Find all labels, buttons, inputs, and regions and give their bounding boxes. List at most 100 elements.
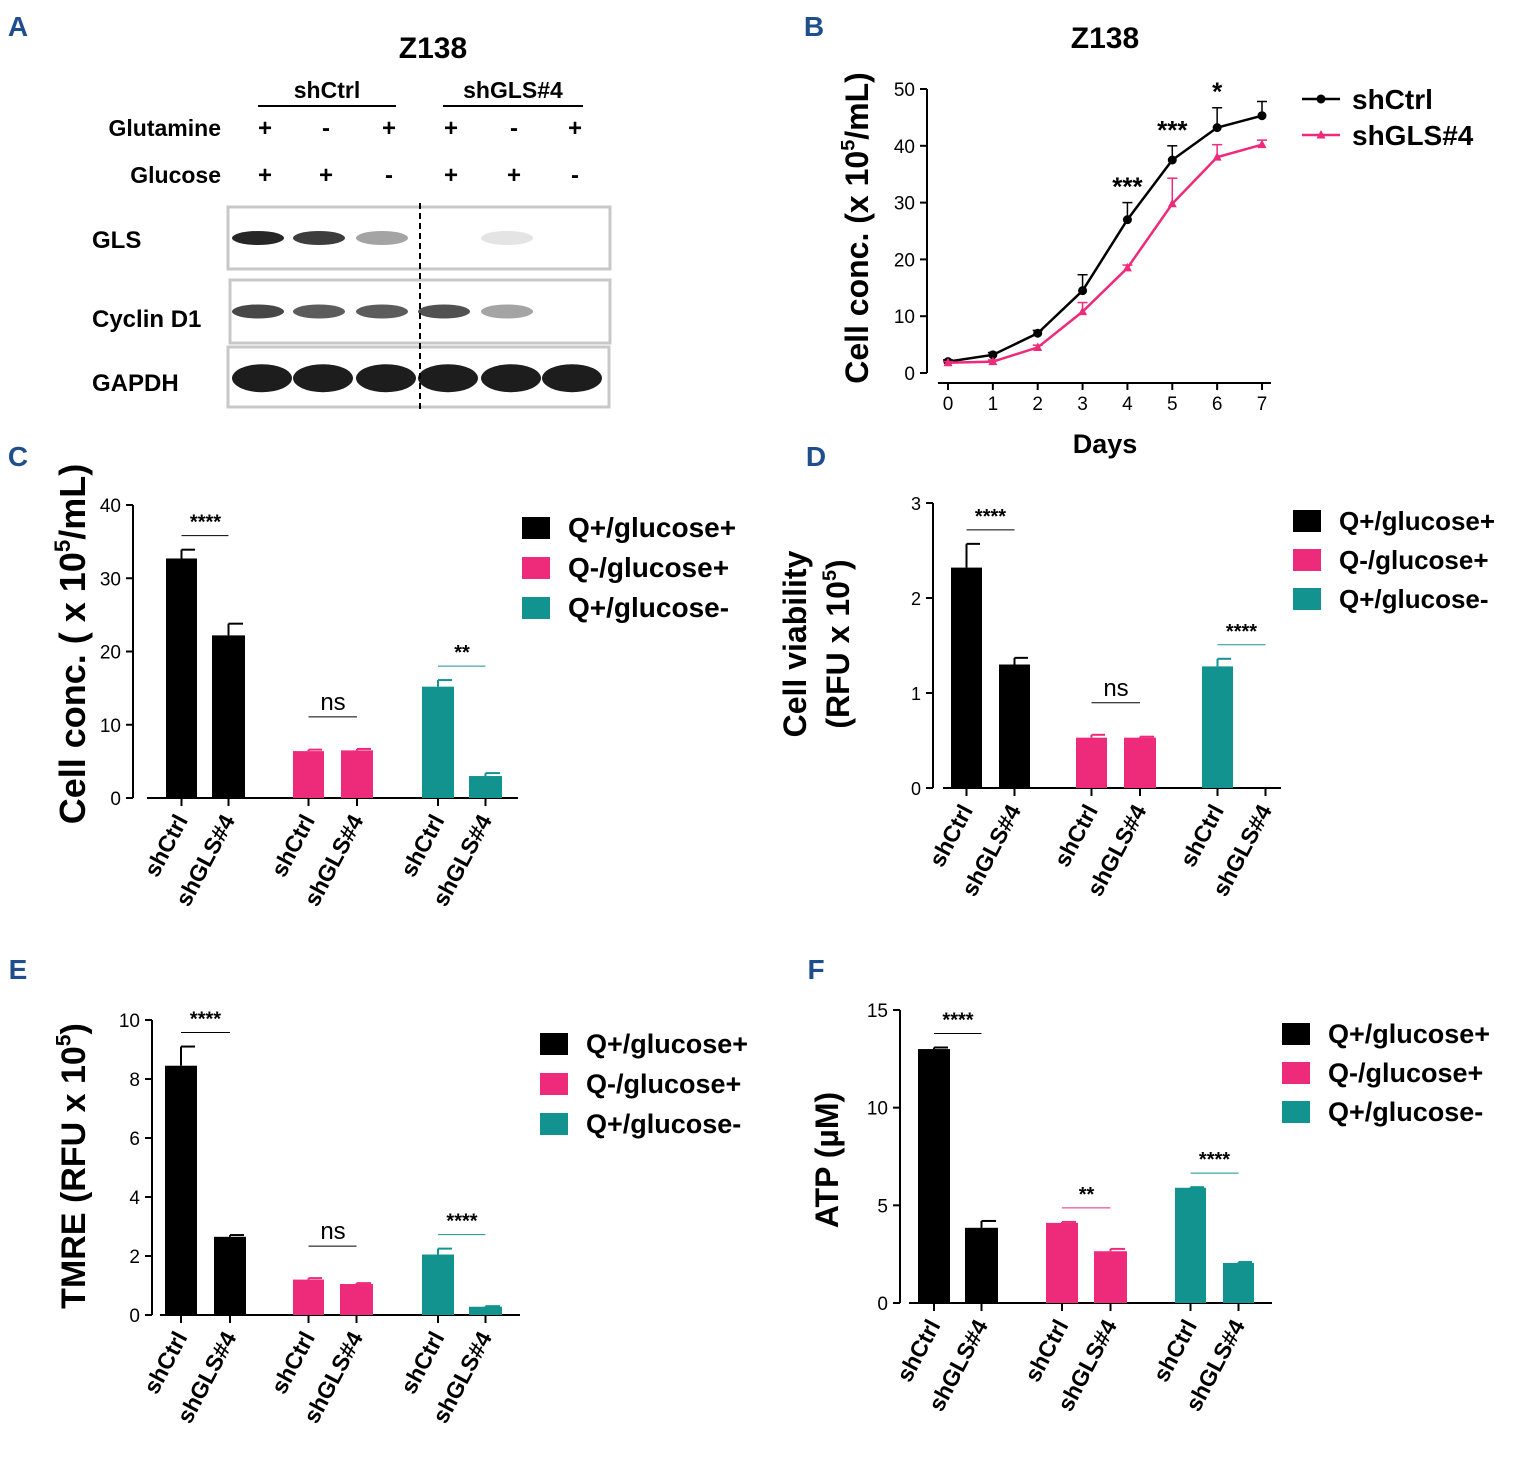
y-tick-label: 10	[894, 307, 915, 328]
condition-sign: -	[385, 162, 393, 189]
blot-band	[418, 364, 478, 393]
legend-swatch	[540, 1073, 568, 1095]
y-axis-label-line1: Cell viability	[777, 550, 813, 737]
bar	[1076, 737, 1107, 788]
x-tick-label: shCtrl	[266, 1327, 320, 1398]
bar	[212, 635, 245, 798]
bar	[340, 1284, 373, 1315]
x-tick-label: shCtrl	[1049, 800, 1103, 871]
blot-row-label: GLS	[92, 227, 141, 254]
y-tick-label: 3	[911, 494, 921, 514]
legend-swatch	[1282, 1023, 1310, 1045]
bar	[1124, 737, 1156, 788]
condition-sign: -	[510, 115, 518, 142]
legend-label: shCtrl	[1352, 84, 1433, 115]
significance-marker: ***	[1157, 115, 1188, 145]
x-tick-label: shCtrl	[138, 1327, 192, 1398]
series-line	[947, 114, 1263, 363]
significance-marker: *	[1212, 77, 1223, 107]
bar	[999, 664, 1030, 788]
blot-band	[356, 364, 416, 393]
legend-label: Q+/glucose+	[1328, 1019, 1490, 1049]
significance-label: ns	[320, 1218, 345, 1245]
bar	[951, 567, 982, 788]
legend-swatch	[1293, 588, 1321, 610]
x-tick-label: 5	[1167, 394, 1178, 415]
y-axis-label: TMRE (RFU x 105)	[53, 1023, 93, 1309]
data-point	[1078, 306, 1088, 316]
data-point	[943, 357, 953, 367]
x-tick-label: 7	[1257, 394, 1268, 415]
y-axis-label-exponent: 5	[819, 570, 841, 581]
x-tick-label: shCtrl	[1019, 1315, 1073, 1386]
y-axis-label-exponent: 5	[53, 1034, 76, 1046]
significance-label: **	[1079, 1184, 1095, 1206]
condition-label: Glutamine	[109, 115, 221, 141]
data-point	[1078, 286, 1088, 296]
y-axis-label-text: TMRE (RFU x 105)	[53, 1023, 93, 1309]
x-tick-label: shCtrl	[1148, 1315, 1202, 1386]
significance-label: ns	[1103, 675, 1128, 702]
x-tick-label: 4	[1122, 394, 1133, 415]
y-axis-label: ATP (µM)	[809, 1092, 845, 1228]
y-tick-label: 5	[877, 1196, 888, 1217]
legend-label: Q+/glucose-	[1339, 584, 1489, 614]
bar	[165, 1065, 197, 1315]
condition-sign: +	[507, 162, 521, 189]
blot-band	[232, 364, 292, 393]
bar	[1223, 1262, 1254, 1303]
blot-band	[418, 304, 470, 319]
data-point	[988, 350, 998, 360]
blot-band	[232, 231, 284, 245]
y-tick-label: 50	[894, 80, 915, 101]
blot-row-label: GAPDH	[92, 370, 179, 397]
condition-sign: +	[258, 162, 272, 189]
bar	[1046, 1222, 1078, 1303]
y-tick-label: 40	[894, 137, 915, 158]
legend-label: Q+/glucose+	[568, 512, 736, 543]
data-point	[988, 356, 998, 366]
data-point	[1167, 155, 1177, 165]
series-line	[947, 143, 1263, 365]
y-tick-label: 6	[129, 1129, 140, 1150]
data-point	[1257, 111, 1267, 121]
y-axis-label: Cell viability (RFU x 105)	[777, 550, 856, 737]
legend-marker	[1316, 130, 1326, 139]
x-tick-label: 3	[1077, 394, 1088, 415]
legend-label: Q+/glucose+	[1339, 506, 1495, 536]
legend-label: shGLS#4	[1352, 120, 1474, 151]
legend-label: Q+/glucose-	[568, 592, 729, 623]
y-axis-label-text: Cell conc. (x 105/mL)	[838, 72, 875, 384]
panel-letter: B	[804, 11, 824, 42]
y-tick-label: 15	[867, 1001, 888, 1022]
y-axis-label-tail: /mL)	[839, 72, 875, 140]
x-tick-label: 0	[943, 394, 954, 415]
y-tick-label: 20	[894, 250, 915, 271]
legend-swatch	[1293, 549, 1321, 571]
legend-label: Q+/glucose-	[586, 1109, 741, 1139]
y-tick-label: 20	[100, 643, 121, 664]
significance-label: ****	[446, 1211, 477, 1233]
condition-sign: +	[382, 115, 396, 142]
condition-sign: -	[571, 162, 579, 189]
group-label: shCtrl	[294, 77, 360, 103]
blot-band	[481, 304, 533, 319]
legend-marker	[1316, 94, 1326, 104]
x-tick-label: 6	[1212, 394, 1223, 415]
y-tick-label: 4	[129, 1188, 140, 1209]
y-axis-label: Cell conc. ( x 105/mL)	[50, 464, 93, 825]
y-tick-label: 2	[129, 1247, 140, 1268]
y-tick-label: 0	[877, 1294, 888, 1315]
panel-a-western-blot: A Z138 shCtrl shGLS#4 Glutamine + - + + - + Glucose…	[8, 11, 612, 410]
legend-swatch	[1293, 510, 1321, 532]
blot-band	[293, 364, 353, 393]
data-point	[1122, 262, 1132, 272]
blot-row-label: Cyclin D1	[92, 306, 201, 333]
y-axis-label-exponent: 5	[838, 140, 860, 151]
bar	[293, 1279, 324, 1315]
